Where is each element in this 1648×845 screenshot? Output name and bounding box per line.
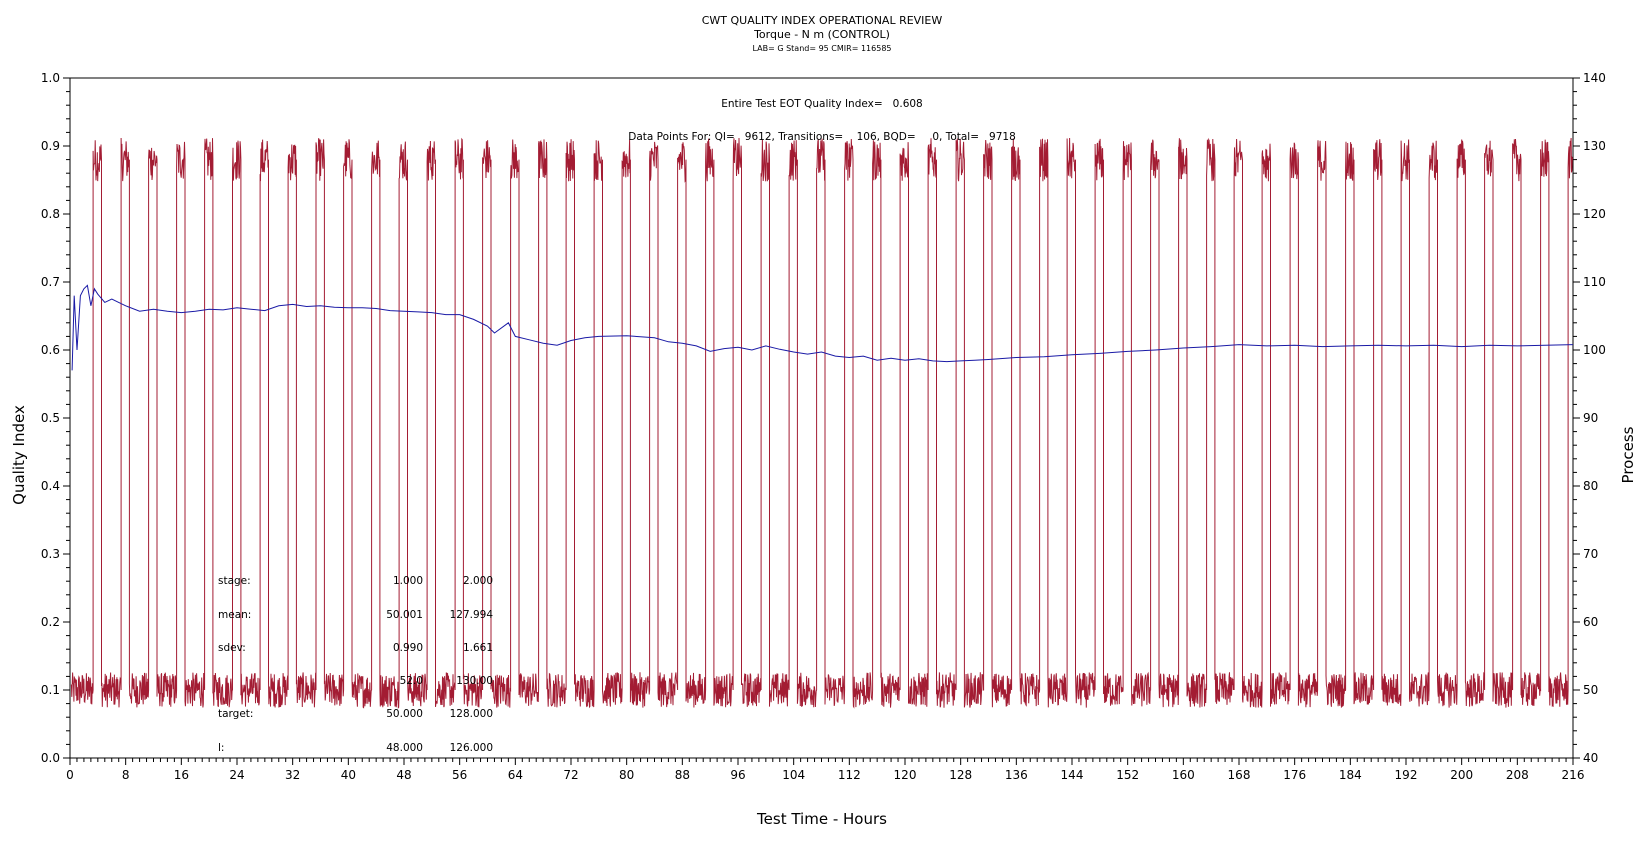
y-right-tick-label: 40 (1583, 751, 1598, 765)
y-axis-right: 40 50 60 70 80 90 100 110 120 130 140 (1573, 71, 1606, 765)
x-tick-label: 32 (285, 768, 300, 782)
x-tick-label: 136 (1005, 768, 1028, 782)
stats-table: stage: 1.000 2.000 mean: 50.001 127.994 sdev: 0… (218, 575, 493, 754)
y-axis-right-label: Process (1619, 426, 1637, 483)
x-tick-label: 88 (675, 768, 690, 782)
y-axis-left-label: Quality Index (10, 405, 28, 505)
x-tick-label: 8 (122, 768, 130, 782)
y-left-tick-label: 0.8 (41, 207, 60, 221)
y-right-tick-label: 110 (1583, 275, 1606, 289)
stats-label: stage: (218, 575, 251, 587)
x-axis-label: Test Time - Hours (756, 810, 887, 828)
quality-index-annotation: Entire Test EOT Quality Index= 0.608 (721, 98, 923, 110)
y-left-tick-label: 0.6 (41, 343, 60, 357)
x-tick-label: 40 (341, 768, 356, 782)
y-right-tick-label: 50 (1583, 683, 1598, 697)
stats-value-stage2: 126.000 (450, 742, 493, 754)
x-tick-label: 128 (949, 768, 972, 782)
x-tick-label: 72 (563, 768, 578, 782)
stats-value-stage1: 50.000 (386, 708, 423, 720)
y-right-tick-label: 70 (1583, 547, 1598, 561)
y-left-tick-label: 0.3 (41, 547, 60, 561)
process-line (70, 137, 1574, 709)
y-right-tick-label: 60 (1583, 615, 1598, 629)
y-left-tick-label: 0.2 (41, 615, 60, 629)
x-tick-label: 112 (838, 768, 861, 782)
stats-value-stage2: 130.00 (456, 675, 493, 687)
quality-index-line (71, 284, 1574, 371)
x-tick-label: 16 (174, 768, 189, 782)
x-tick-label: 48 (396, 768, 411, 782)
stats-label: target: (218, 708, 253, 720)
data-points-annotation: Data Points For: QI= 9612, Transitions= … (628, 131, 1016, 143)
x-tick-label: 200 (1450, 768, 1473, 782)
stats-value-stage1: 50.001 (386, 609, 423, 621)
x-tick-label: 120 (894, 768, 917, 782)
y-axis-left: 0.0 0.1 0.2 0.3 0.4 0.5 0.6 0.7 0.8 0.9 1.0 (41, 71, 70, 765)
stats-value-stage1: 52.0 (400, 675, 423, 687)
x-tick-label: 80 (619, 768, 634, 782)
x-tick-label: 64 (508, 768, 523, 782)
x-tick-label: 24 (229, 768, 244, 782)
x-tick-label: 168 (1228, 768, 1251, 782)
stats-value-stage2: 1.661 (463, 642, 493, 654)
x-tick-label: 216 (1562, 768, 1585, 782)
x-tick-label: 184 (1339, 768, 1362, 782)
x-tick-label: 144 (1061, 768, 1084, 782)
x-tick-label: 208 (1506, 768, 1529, 782)
chart-title: CWT QUALITY INDEX OPERATIONAL REVIEW (702, 14, 943, 27)
y-left-tick-label: 0.0 (41, 751, 60, 765)
y-right-tick-label: 130 (1583, 139, 1606, 153)
x-tick-label: 104 (782, 768, 805, 782)
x-tick-label: 56 (452, 768, 467, 782)
y-left-tick-label: 0.1 (41, 683, 60, 697)
y-right-tick-label: 80 (1583, 479, 1598, 493)
chart-subsubtitle: LAB= G Stand= 95 CMIR= 116585 (752, 44, 891, 53)
process-series (70, 137, 1574, 709)
stats-value-stage1: 48.000 (386, 742, 423, 754)
stats-value-stage1: 0.990 (393, 642, 423, 654)
x-tick-label: 192 (1395, 768, 1418, 782)
y-left-tick-label: 0.9 (41, 139, 60, 153)
stats-label: mean: (218, 609, 251, 621)
y-left-tick-label: 0.5 (41, 411, 60, 425)
stats-label: sdev: (218, 642, 246, 654)
stats-value-stage1: 1.000 (393, 575, 423, 587)
plot-frame (69, 77, 1574, 759)
y-left-tick-label: 0.7 (41, 275, 60, 289)
stats-value-stage2: 127.994 (450, 609, 494, 621)
x-axis: 0 8 16 24 32 40 48 56 64 72 80 88 96 104 112 120 128 136 1… (66, 758, 1584, 782)
y-right-tick-label: 120 (1583, 207, 1606, 221)
x-tick-label: 152 (1116, 768, 1139, 782)
chart-subtitle: Torque - N m (CONTROL) (753, 28, 890, 41)
stats-label: l: (218, 742, 224, 754)
y-left-tick-label: 0.4 (41, 479, 60, 493)
quality-index-series (71, 284, 1574, 371)
y-right-tick-label: 140 (1583, 71, 1606, 85)
stats-value-stage2: 2.000 (463, 575, 493, 587)
y-right-tick-label: 100 (1583, 343, 1606, 357)
x-tick-label: 0 (66, 768, 74, 782)
x-tick-label: 176 (1283, 768, 1306, 782)
y-right-tick-label: 90 (1583, 411, 1598, 425)
x-tick-label: 160 (1172, 768, 1195, 782)
stats-value-stage2: 128.000 (450, 708, 493, 720)
x-tick-label: 96 (730, 768, 745, 782)
y-left-tick-label: 1.0 (41, 71, 60, 85)
